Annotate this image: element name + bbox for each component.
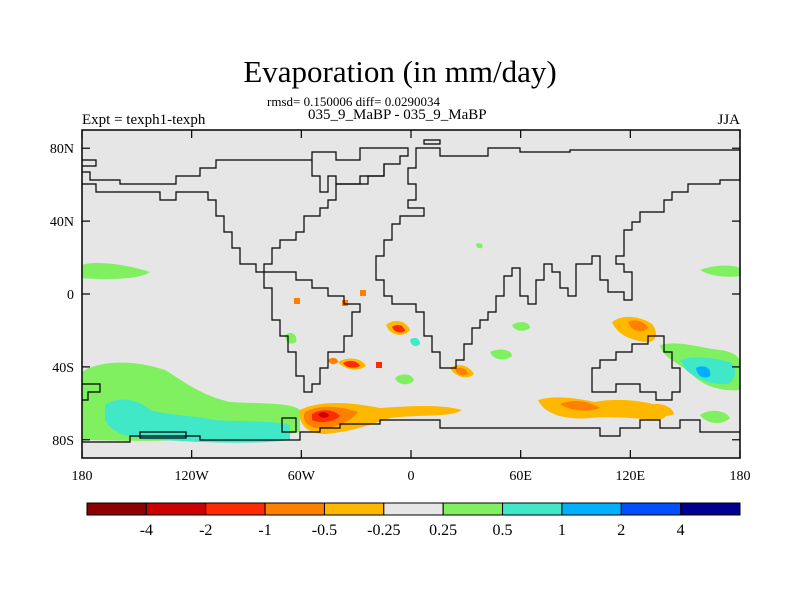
coastline (311, 160, 385, 193)
lat-tick-label: 80S (52, 434, 74, 449)
colorbar-label: -0.25 (367, 522, 400, 539)
negative-anomaly-region (560, 401, 600, 411)
run-names-label: 035_9_MaBP - 035_9_MaBP (308, 107, 487, 123)
negative-anomaly-region (360, 290, 366, 296)
statistics-label: rmsd= 0.150006 diff= 0.0290034 (267, 94, 440, 109)
negative-anomaly-region (392, 324, 405, 333)
positive-anomaly-region (696, 366, 711, 378)
lon-tick-label: 120E (616, 469, 646, 484)
negative-anomaly-region (628, 320, 648, 332)
lon-tick-label: 0 (408, 469, 415, 484)
colorbar-label: -4 (140, 522, 153, 539)
colorbar-swatch (205, 502, 266, 516)
colorbar-swatch (264, 502, 325, 516)
positive-anomaly-region (490, 349, 512, 360)
lat-tick-label: 40S (52, 361, 74, 376)
lat-tick-label: 0 (67, 288, 74, 303)
colorbar-label: 1 (558, 522, 566, 539)
colorbar-swatch (86, 502, 147, 516)
colorbar: -4 -2 -1 -0.5 -0.25 0.25 0.5 1 2 4 (86, 502, 741, 539)
lat-tick-label: 40N (50, 215, 74, 230)
lon-tick-label: 60W (288, 469, 316, 484)
negative-anomaly-region (612, 316, 656, 343)
colorbar-swatch (383, 502, 444, 516)
colorbar-swatch (620, 502, 682, 516)
negative-anomaly-region (342, 300, 348, 306)
positive-anomaly-region (410, 337, 420, 347)
coastlines (82, 139, 741, 443)
coastline (82, 383, 101, 401)
negative-anomaly-region (455, 367, 468, 376)
colorbar-swatch (502, 502, 563, 516)
longitude-axis: 180 120W 60W 0 60E 120E 180 (72, 130, 751, 484)
coastline (423, 139, 441, 145)
lon-tick-label: 60E (509, 469, 532, 484)
positive-anomaly-region (395, 374, 414, 385)
coastline (82, 419, 740, 443)
experiment-label: Expt = texph1-texph (82, 112, 206, 128)
colorbar-swatch (145, 502, 207, 516)
colorbar-swatch (442, 502, 504, 516)
plot-title: Evaporation (in mm/day) (243, 54, 557, 89)
colorbar-label: 2 (617, 522, 625, 539)
colorbar-swatch (323, 502, 385, 516)
coastline (82, 159, 97, 167)
lat-tick-label: 80N (50, 142, 74, 157)
latitude-axis: 80N 40N 0 40S 80S (50, 142, 740, 449)
coastline (591, 335, 681, 401)
negative-anomaly-region (343, 360, 360, 368)
negative-anomaly-region (650, 404, 674, 416)
colorbar-label: 4 (677, 522, 685, 539)
positive-anomaly-region (700, 265, 740, 277)
colorbar-label: 0.5 (493, 522, 513, 539)
colorbar-swatch (561, 502, 622, 516)
coastline (139, 431, 187, 439)
colorbar-label: 0.25 (429, 522, 457, 539)
colorbar-label: -0.5 (312, 522, 337, 539)
coastline (263, 271, 361, 393)
negative-anomaly-region (318, 412, 329, 418)
season-label: JJA (717, 112, 740, 128)
lon-tick-label: 180 (72, 469, 93, 484)
coastline (82, 147, 409, 273)
colorbar-label: -1 (258, 522, 271, 539)
coastline (281, 417, 297, 433)
positive-anomaly-region (700, 410, 730, 424)
positive-anomaly-region (512, 322, 530, 331)
positive-anomaly-region (82, 262, 150, 280)
coastline (375, 147, 741, 369)
colorbar-label: -2 (199, 522, 212, 539)
negative-anomaly-region (376, 362, 382, 368)
positive-anomaly-region (476, 243, 483, 249)
lon-tick-label: 180 (730, 469, 751, 484)
negative-anomaly-region (328, 357, 338, 365)
negative-anomaly-region (294, 298, 300, 304)
colorbar-swatch (680, 502, 741, 516)
lon-tick-label: 120W (175, 469, 210, 484)
